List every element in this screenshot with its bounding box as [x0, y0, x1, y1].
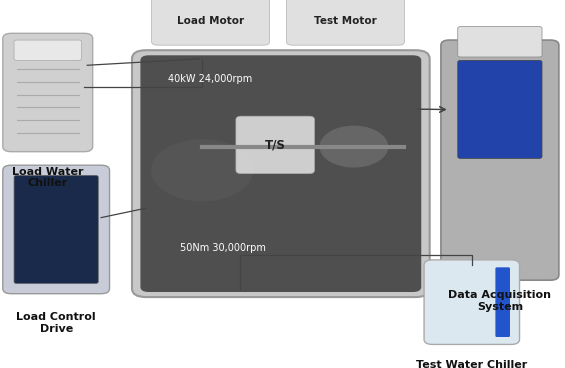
- Text: Data Acquisition
System: Data Acquisition System: [449, 290, 551, 312]
- FancyBboxPatch shape: [3, 165, 110, 294]
- FancyBboxPatch shape: [458, 60, 542, 159]
- FancyBboxPatch shape: [14, 175, 98, 284]
- Text: Test Motor: Test Motor: [314, 17, 377, 26]
- FancyBboxPatch shape: [3, 33, 93, 152]
- Circle shape: [151, 140, 253, 201]
- FancyBboxPatch shape: [424, 260, 520, 344]
- FancyBboxPatch shape: [286, 0, 405, 45]
- Text: Test Water Chiller: Test Water Chiller: [416, 360, 527, 368]
- Text: T/S: T/S: [265, 138, 286, 151]
- FancyBboxPatch shape: [441, 40, 559, 280]
- FancyBboxPatch shape: [496, 267, 510, 337]
- Text: Load Motor: Load Motor: [177, 17, 244, 26]
- FancyBboxPatch shape: [458, 26, 542, 57]
- FancyBboxPatch shape: [236, 116, 315, 174]
- Text: 50Nm 30,000rpm: 50Nm 30,000rpm: [180, 243, 266, 253]
- Text: Load Water
Chiller: Load Water Chiller: [12, 167, 84, 188]
- Text: 40kW 24,000rpm: 40kW 24,000rpm: [168, 74, 253, 84]
- FancyBboxPatch shape: [151, 0, 270, 45]
- Circle shape: [320, 126, 388, 167]
- FancyBboxPatch shape: [14, 40, 81, 60]
- Text: Load Control
Drive: Load Control Drive: [16, 312, 96, 334]
- FancyBboxPatch shape: [132, 50, 429, 297]
- FancyBboxPatch shape: [141, 55, 421, 292]
